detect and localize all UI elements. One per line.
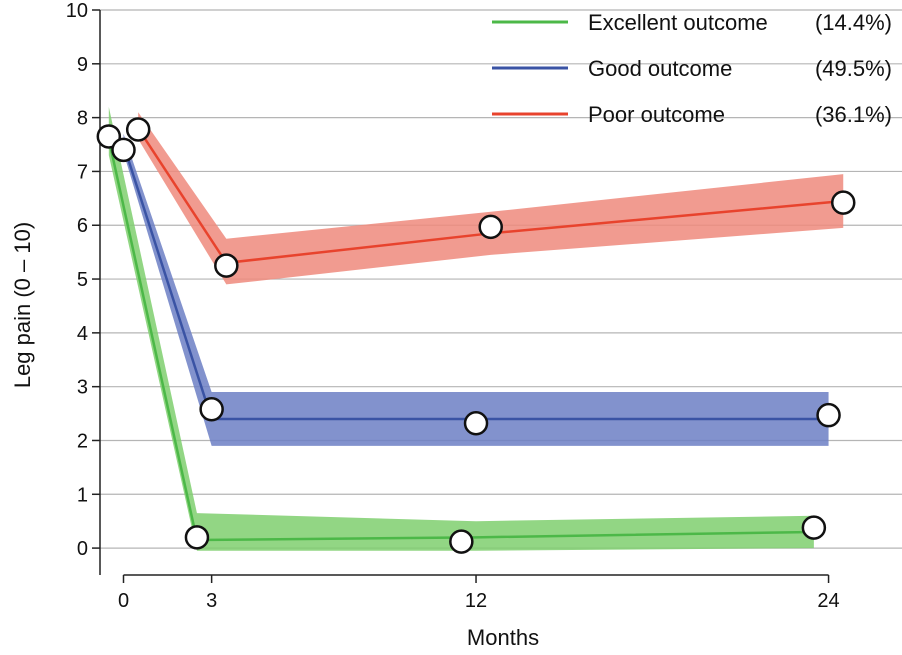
x-tick-label-3: 3 — [206, 590, 217, 612]
excellent-outcome-band — [108, 106, 814, 551]
legend-pct-good-outcome: (49.5%) — [815, 56, 892, 81]
y-tick-label-2: 2 — [77, 430, 88, 452]
good-outcome-point — [816, 402, 841, 428]
y-tick-label-6: 6 — [77, 215, 88, 237]
y-axis-title: Leg pain (0 – 10) — [10, 222, 35, 388]
x-axis-title: Months — [467, 625, 539, 650]
poor-outcome-point — [478, 214, 503, 240]
legend-label-good-outcome: Good outcome — [588, 56, 732, 81]
observed-points — [96, 117, 856, 554]
poor-outcome-line — [137, 127, 844, 265]
excellent-outcome-point — [449, 529, 474, 554]
y-tick-label-10: 10 — [66, 0, 88, 22]
legend: Excellent outcome (14.4%) Good outcome (49.… — [492, 10, 892, 127]
y-tick-label-0: 0 — [77, 538, 88, 560]
y-tick-label-9: 9 — [77, 54, 88, 76]
y-tick-label-7: 7 — [77, 161, 88, 183]
y-tick-label-3: 3 — [77, 377, 88, 399]
good-outcome-point — [463, 411, 489, 436]
legend-label-poor-outcome: Poor outcome — [588, 102, 725, 127]
confidence-bands — [108, 106, 844, 551]
good-outcome-point — [111, 137, 136, 163]
good-outcome-band — [123, 133, 829, 446]
excellent-outcome-point — [801, 515, 827, 540]
good-outcome-point — [199, 397, 224, 422]
y-tick-label-4: 4 — [77, 323, 88, 345]
poor-outcome-point — [830, 190, 856, 215]
y-tick-label-8: 8 — [77, 108, 88, 130]
y-tick-label-5: 5 — [77, 269, 88, 291]
legend-pct-poor-outcome: (36.1%) — [815, 102, 892, 127]
x-tick-label-12: 12 — [465, 590, 487, 612]
x-tick-label-24: 24 — [817, 590, 839, 612]
excellent-outcome-point — [184, 525, 210, 550]
x-tick-label-0: 0 — [118, 590, 129, 612]
poor-outcome-point — [125, 117, 151, 142]
poor-outcome-band — [138, 112, 844, 285]
excellent-outcome-line — [107, 138, 814, 542]
legend-pct-excellent-outcome: (14.4%) — [815, 10, 892, 35]
legend-label-excellent-outcome: Excellent outcome — [588, 10, 768, 35]
gridlines — [100, 9, 902, 549]
poor-outcome-point — [214, 253, 239, 278]
y-tick-label-1: 1 — [77, 484, 88, 506]
